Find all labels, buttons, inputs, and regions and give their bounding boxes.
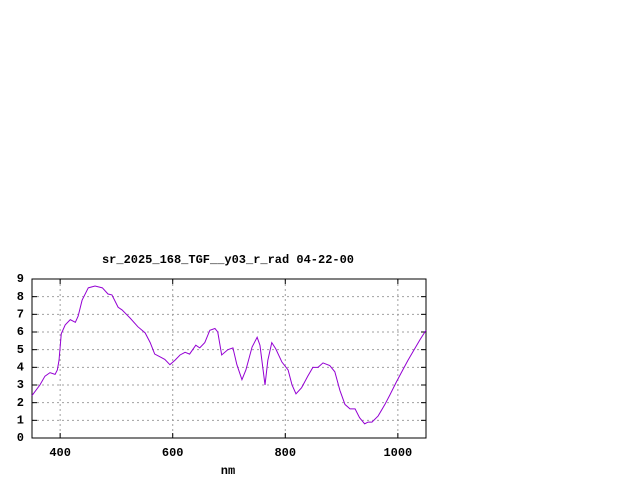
y-tick-label: 1 [17, 414, 24, 428]
y-tick-label: 4 [17, 361, 24, 375]
x-tick-label: 1000 [383, 446, 412, 460]
x-tick-label: 400 [49, 446, 71, 460]
y-tick-label: 5 [17, 343, 24, 357]
data-line [31, 285, 427, 425]
x-axis-label: nm [221, 464, 235, 478]
y-tick-label: 7 [17, 308, 24, 322]
x-tick-label: 800 [274, 446, 296, 460]
y-tick-label: 0 [17, 431, 24, 445]
chart-title: sr_2025_168_TGF__y03_r_rad 04-22-00 [102, 253, 354, 267]
y-tick-label: 8 [17, 290, 24, 304]
y-tick-label: 2 [17, 396, 24, 410]
y-tick-label: 3 [17, 378, 24, 392]
y-tick-label: 9 [17, 272, 24, 286]
plot-border [31, 278, 427, 439]
x-tick-label: 600 [162, 446, 184, 460]
y-tick-label: 6 [17, 325, 24, 339]
